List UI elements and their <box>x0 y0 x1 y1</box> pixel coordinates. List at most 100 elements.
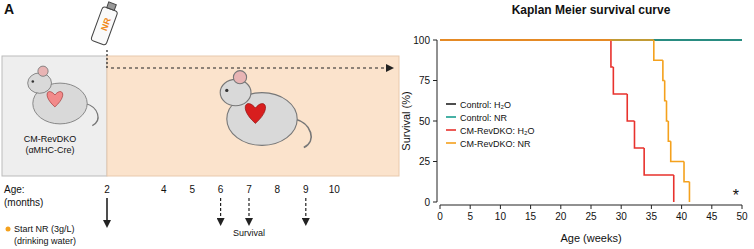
start-note: Start NR (3g/L) <box>14 224 75 234</box>
y-tick <box>433 121 437 122</box>
survival-step <box>663 60 665 80</box>
age-tick: 10 <box>329 184 341 195</box>
significance-mark: * <box>733 187 739 204</box>
timeline-start <box>106 50 107 68</box>
survival-step <box>644 148 674 175</box>
x-tick-label: 30 <box>616 211 628 222</box>
x-tick-label: 5 <box>467 211 473 222</box>
start-arrow <box>106 198 108 224</box>
survival-step <box>654 40 663 60</box>
age-tick: 4 <box>161 184 167 195</box>
survival-step <box>689 182 691 202</box>
survival-arrow <box>248 198 249 222</box>
series-line <box>440 40 742 41</box>
bottle-label: NR <box>99 16 113 32</box>
mouse-label: CM-RevDKO <box>24 134 77 144</box>
x-tick <box>560 205 561 209</box>
mouse-heart <box>245 104 265 124</box>
y-axis-title: Survival (%) <box>400 91 412 150</box>
survival-label: Survival <box>233 228 265 238</box>
survival-step <box>684 162 689 182</box>
age-tick: 7 <box>246 184 252 195</box>
age-tick: 5 <box>189 184 195 195</box>
mouse-head <box>220 79 251 105</box>
x-tick-label: 35 <box>646 211 658 222</box>
mouse-treated <box>220 71 311 148</box>
start-note: (drinking water) <box>14 236 76 246</box>
panel-label: A <box>4 1 14 17</box>
age-tick: 2 <box>104 184 110 195</box>
schematic: NR CM-RevDKO(αMHC-Cre) Age: (months) 2 4 5 6 7 8 9… <box>2 1 399 246</box>
x-tick <box>621 205 622 209</box>
bottle-body <box>91 6 118 45</box>
mouse-eye <box>32 80 35 83</box>
x-tick <box>470 205 471 209</box>
survival-step <box>665 81 667 101</box>
survival-step <box>613 67 627 94</box>
mouse-ear <box>38 66 48 76</box>
y-tick <box>433 40 437 41</box>
mouse-head <box>28 73 52 93</box>
age-label: (months) <box>4 197 43 208</box>
survival-step <box>671 141 684 161</box>
x-tick <box>651 205 652 209</box>
x-tick-label: 10 <box>495 211 507 222</box>
series-line <box>440 40 742 41</box>
legend-label: CM-RevDKO: H₂O <box>460 126 535 136</box>
series-line <box>440 40 689 202</box>
y-tick <box>433 80 437 81</box>
x-tick <box>440 205 441 209</box>
x-tick-label: 15 <box>525 211 537 222</box>
series-line <box>440 40 674 202</box>
age-tick: 9 <box>303 184 309 195</box>
x-tick <box>742 205 743 209</box>
age-label: Age: <box>4 184 25 195</box>
mouse-tail <box>295 119 311 148</box>
y-tick-label: 25 <box>419 156 431 167</box>
legend-swatch <box>446 129 456 131</box>
chart: Kaplan Meier survival curve Age (weeks) Su… <box>400 3 748 244</box>
mouse-ear <box>233 71 246 84</box>
x-tick-label: 40 <box>676 211 688 222</box>
plot-lines <box>440 40 742 202</box>
survival-step <box>668 121 670 141</box>
survival-step <box>627 94 634 121</box>
y-tick-label: 50 <box>419 116 431 127</box>
x-tick <box>711 205 712 209</box>
age-tick: 6 <box>218 184 224 195</box>
start-dot <box>6 227 11 232</box>
bottle: NR <box>91 1 120 46</box>
survival-arrow <box>305 198 306 222</box>
mouse-eye <box>225 89 228 92</box>
survival-step <box>673 175 675 202</box>
legend-label: CM-RevDKO: NR <box>460 139 531 149</box>
y-tick-label: 100 <box>413 35 430 46</box>
survival-step <box>634 121 644 148</box>
survival-arrow <box>220 198 221 222</box>
mouse-label: (αMHC-Cre) <box>25 145 74 155</box>
bottle-cap <box>107 2 117 10</box>
y-tick <box>433 161 437 162</box>
treatment-timeline <box>111 67 390 68</box>
legend-label: Control: H₂O <box>460 100 511 110</box>
x-tick-label: 45 <box>706 211 718 222</box>
legend-swatch <box>446 103 456 105</box>
survival-step <box>611 40 613 67</box>
chart-title: Kaplan Meier survival curve <box>512 3 671 17</box>
treatment-box <box>107 56 399 176</box>
figure: ANRCM-RevDKO(αMHC-Cre)Age:(months)245678… <box>0 0 754 249</box>
pre-treatment-box <box>2 56 107 176</box>
y-tick-label: 75 <box>419 75 431 86</box>
age-tick: 8 <box>275 184 281 195</box>
x-axis-title: Age (weeks) <box>560 232 621 244</box>
legend-swatch <box>446 116 456 118</box>
mouse-tail <box>86 104 98 126</box>
x-tick <box>591 205 592 209</box>
y-tick <box>433 202 437 203</box>
x-tick-label: 0 <box>437 211 443 222</box>
mouse-pre <box>28 66 98 126</box>
survival-step <box>440 39 742 41</box>
x-tick-label: 20 <box>555 211 567 222</box>
x-tick <box>530 205 531 209</box>
x-tick-label: 25 <box>585 211 597 222</box>
